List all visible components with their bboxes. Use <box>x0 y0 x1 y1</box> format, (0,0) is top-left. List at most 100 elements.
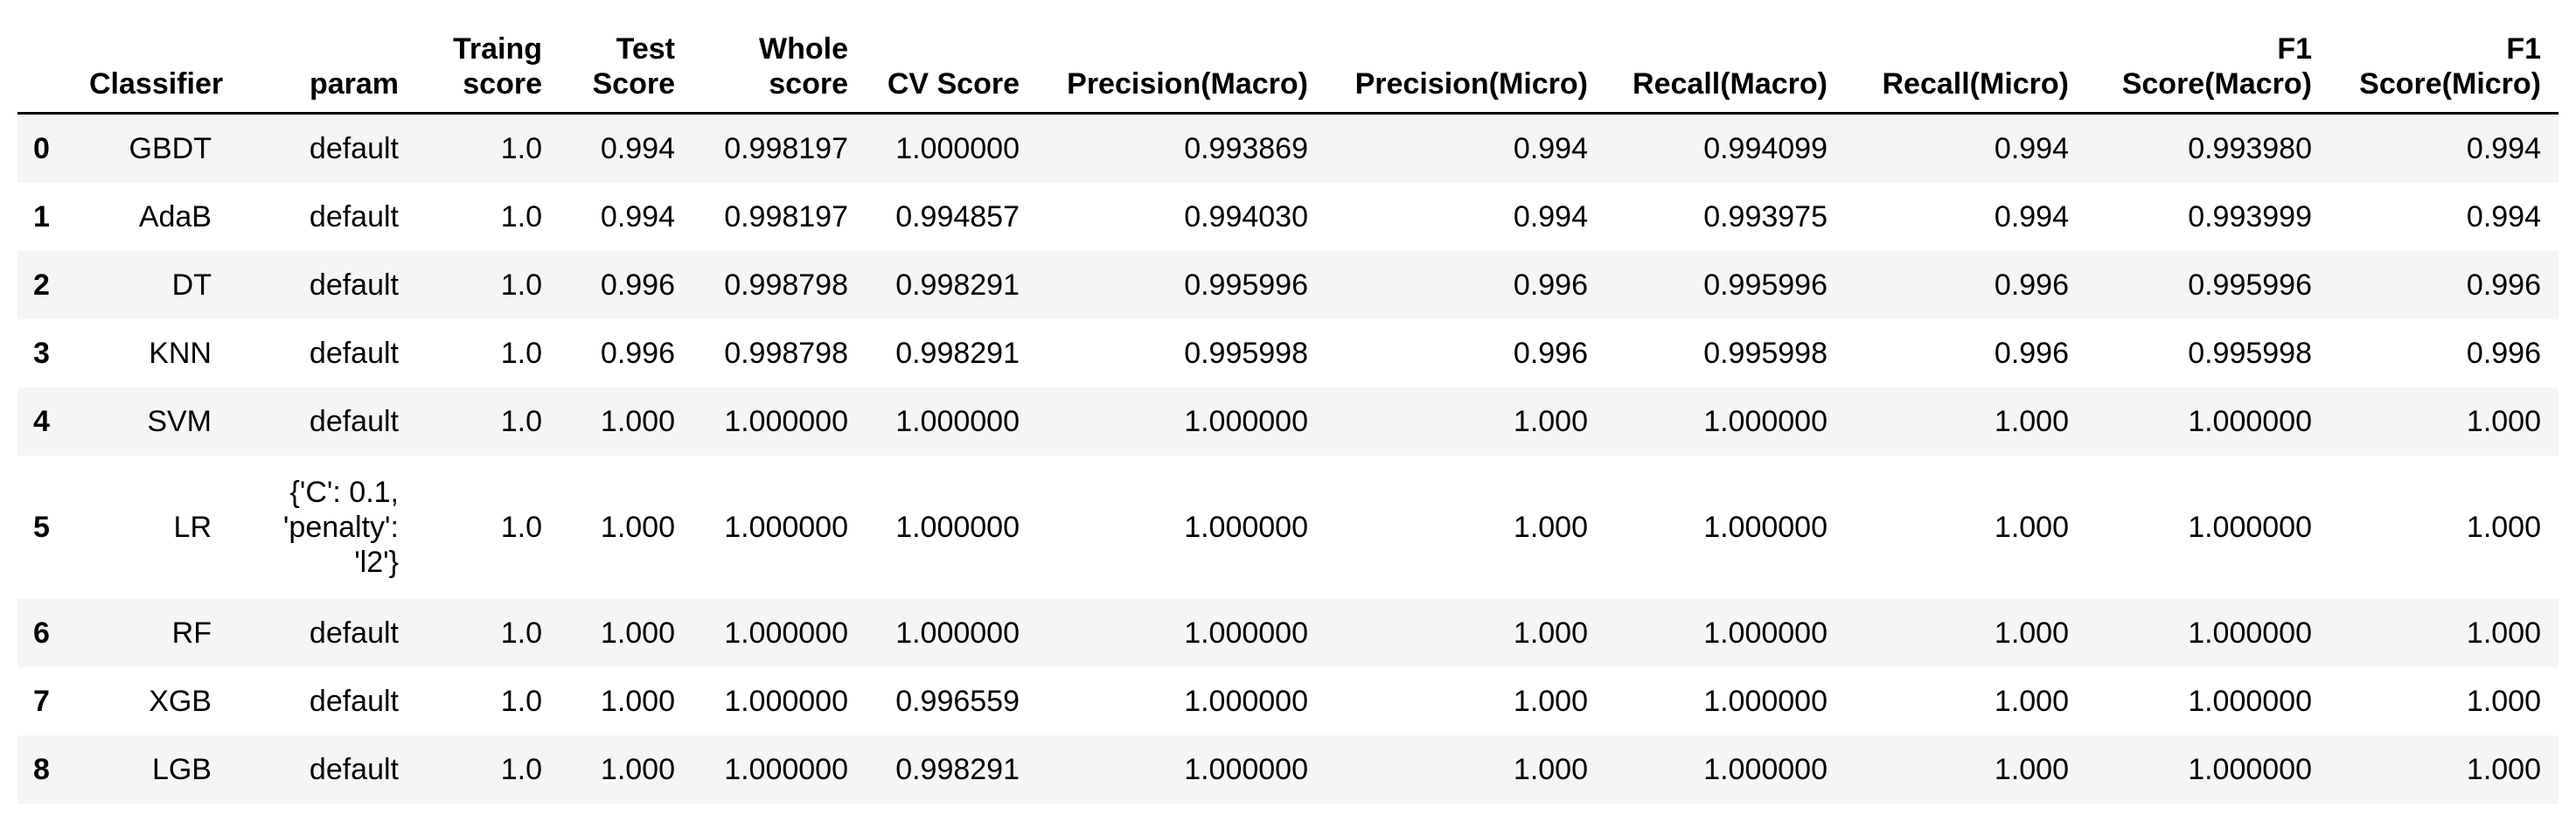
column-header-cv-score: CV Score <box>866 24 1037 115</box>
cell-f1-macro: 0.995996 <box>2188 268 2312 302</box>
cell-precision-micro: 1.000 <box>1513 685 1588 718</box>
row-index: 3 <box>33 337 50 370</box>
cell-recall-micro: 0.996 <box>1994 337 2069 370</box>
table-body: 0 GBDT default 1.0 0.994 0.998197 1.0000… <box>17 113 2559 804</box>
cell-training-score: 1.0 <box>500 268 542 302</box>
cell-f1-micro: 0.994 <box>2466 200 2541 233</box>
cell-cv-score: 1.000000 <box>895 405 1020 438</box>
cell-f1-macro: 1.000000 <box>2188 685 2312 718</box>
cell-cv-score: 0.996559 <box>895 685 1020 718</box>
cell-training-score: 1.0 <box>500 511 542 544</box>
cell-precision-micro: 0.996 <box>1513 268 1588 302</box>
cell-training-score: 1.0 <box>500 337 542 370</box>
cell-param: default <box>309 200 399 233</box>
cell-precision-micro: 0.994 <box>1513 200 1588 233</box>
cell-recall-macro: 0.993975 <box>1703 200 1828 233</box>
cell-whole-score: 1.000000 <box>724 511 848 544</box>
cell-whole-score: 0.998197 <box>724 200 848 233</box>
cell-classifier: XGB <box>149 685 212 718</box>
cell-recall-micro: 1.000 <box>1994 685 2069 718</box>
cell-f1-macro: 1.000000 <box>2188 405 2312 438</box>
cell-whole-score: 0.998798 <box>724 268 848 302</box>
row-index: 7 <box>33 685 50 718</box>
cell-cv-score: 0.998291 <box>895 268 1020 302</box>
cell-whole-score: 1.000000 <box>724 405 848 438</box>
cell-cv-score: 0.998291 <box>895 337 1020 370</box>
cell-training-score: 1.0 <box>500 405 542 438</box>
cell-cv-score: 0.994857 <box>895 200 1020 233</box>
cell-f1-macro: 1.000000 <box>2188 617 2312 650</box>
cell-training-score: 1.0 <box>500 685 542 718</box>
dataframe-output: Classifier param Traing score Test Score… <box>17 24 2559 804</box>
cell-precision-macro: 1.000000 <box>1184 405 1308 438</box>
cell-param: default <box>309 685 399 718</box>
cell-test-score: 1.000 <box>600 753 675 786</box>
column-header-param: param <box>229 24 416 115</box>
cell-test-score: 1.000 <box>600 511 675 544</box>
table-row: 1 AdaB default 1.0 0.994 0.998197 0.9948… <box>17 183 2559 251</box>
cell-param: default <box>309 753 399 786</box>
cell-training-score: 1.0 <box>500 617 542 650</box>
cell-test-score: 0.996 <box>600 337 675 370</box>
cell-recall-macro: 1.000000 <box>1703 753 1828 786</box>
cell-param: default <box>309 132 399 165</box>
cell-precision-macro: 0.993869 <box>1184 132 1308 165</box>
cell-whole-score: 0.998798 <box>724 337 848 370</box>
cell-recall-macro: 0.995996 <box>1703 268 1828 302</box>
row-index: 0 <box>33 132 50 165</box>
cell-param: default <box>309 268 399 302</box>
cell-classifier: LGB <box>151 753 212 786</box>
table-row: 3 KNN default 1.0 0.996 0.998798 0.99829… <box>17 319 2559 387</box>
cell-training-score: 1.0 <box>500 753 542 786</box>
table-row: 0 GBDT default 1.0 0.994 0.998197 1.0000… <box>17 113 2559 183</box>
cell-recall-micro: 1.000 <box>1994 405 2069 438</box>
column-header-test-score: Test Score <box>560 24 693 115</box>
cell-recall-macro: 0.995998 <box>1703 337 1828 370</box>
cell-test-score: 0.994 <box>600 132 675 165</box>
cell-whole-score: 1.000000 <box>724 685 848 718</box>
cell-test-score: 1.000 <box>600 405 675 438</box>
cell-recall-macro: 1.000000 <box>1703 617 1828 650</box>
row-index: 8 <box>33 753 50 786</box>
cell-f1-macro: 0.993999 <box>2188 200 2312 233</box>
cell-test-score: 0.994 <box>600 200 675 233</box>
column-header-recall-micro: Recall(Micro) <box>1845 24 2086 115</box>
column-header-index <box>17 24 72 115</box>
cell-precision-macro: 1.000000 <box>1184 511 1308 544</box>
cell-recall-macro: 1.000000 <box>1703 405 1828 438</box>
row-index: 5 <box>33 511 50 544</box>
cell-precision-micro: 1.000 <box>1513 753 1588 786</box>
cell-precision-macro: 0.995998 <box>1184 337 1308 370</box>
cell-f1-micro: 1.000 <box>2466 753 2541 786</box>
cell-recall-micro: 0.996 <box>1994 268 2069 302</box>
cell-test-score: 1.000 <box>600 685 675 718</box>
table-row: 4 SVM default 1.0 1.000 1.000000 1.00000… <box>17 387 2559 456</box>
table-row: 5 LR {'C': 0.1, 'penalty': 'l2'} 1.0 1.0… <box>17 456 2559 599</box>
cell-f1-micro: 0.996 <box>2466 268 2541 302</box>
column-header-precision-macro: Precision(Macro) <box>1037 24 1326 115</box>
cell-whole-score: 1.000000 <box>724 617 848 650</box>
cell-classifier: LR <box>173 511 212 544</box>
cell-recall-micro: 1.000 <box>1994 753 2069 786</box>
column-header-precision-micro: Precision(Micro) <box>1326 24 1605 115</box>
cell-classifier: GBDT <box>129 132 212 165</box>
column-header-recall-macro: Recall(Macro) <box>1605 24 1845 115</box>
cell-precision-macro: 1.000000 <box>1184 617 1308 650</box>
row-index: 2 <box>33 268 50 302</box>
results-table: Classifier param Traing score Test Score… <box>17 24 2559 804</box>
cell-f1-macro: 1.000000 <box>2188 511 2312 544</box>
cell-recall-macro: 0.994099 <box>1703 132 1828 165</box>
cell-recall-macro: 1.000000 <box>1703 685 1828 718</box>
cell-classifier: SVM <box>147 405 212 438</box>
cell-param: {'C': 0.1, 'penalty': 'l2'} <box>282 476 399 579</box>
cell-classifier: DT <box>171 268 212 302</box>
cell-test-score: 0.996 <box>600 268 675 302</box>
row-index: 1 <box>33 200 50 233</box>
cell-cv-score: 1.000000 <box>895 132 1020 165</box>
cell-test-score: 1.000 <box>600 617 675 650</box>
cell-precision-micro: 1.000 <box>1513 511 1588 544</box>
row-index: 4 <box>33 405 50 438</box>
cell-precision-macro: 0.994030 <box>1184 200 1308 233</box>
cell-whole-score: 1.000000 <box>724 753 848 786</box>
cell-recall-micro: 0.994 <box>1994 200 2069 233</box>
